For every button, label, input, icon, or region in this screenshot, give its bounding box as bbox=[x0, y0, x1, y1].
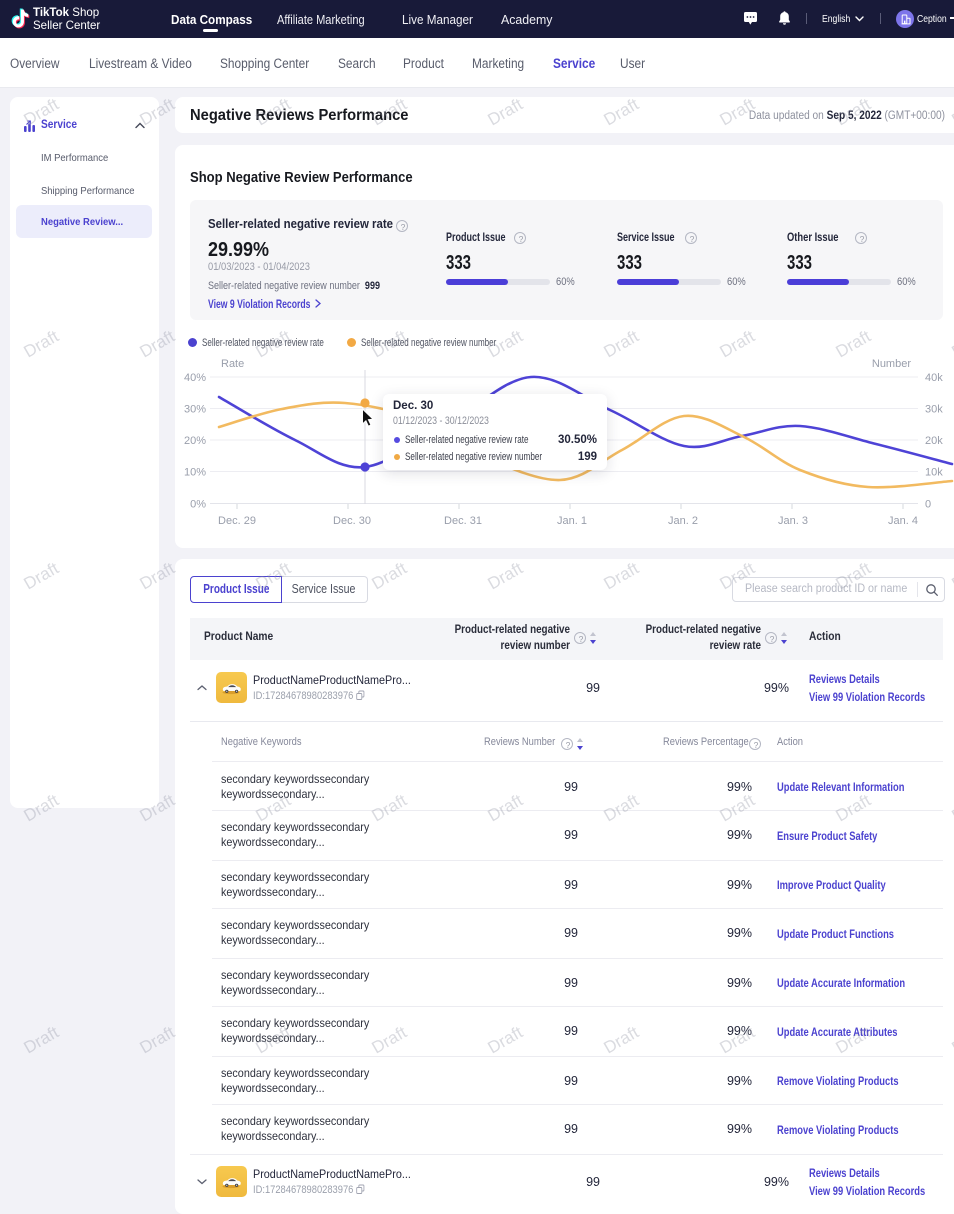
svg-text:10%: 10% bbox=[184, 467, 206, 479]
svg-text:Jan. 4: Jan. 4 bbox=[888, 515, 918, 527]
svg-text:0: 0 bbox=[925, 499, 931, 511]
svg-text:10k: 10k bbox=[925, 467, 943, 479]
svg-text:20%: 20% bbox=[184, 435, 206, 447]
svg-text:0%: 0% bbox=[190, 499, 206, 511]
svg-text:Jan. 1: Jan. 1 bbox=[557, 515, 587, 527]
svg-text:Jan. 3: Jan. 3 bbox=[778, 515, 808, 527]
svg-text:Rate: Rate bbox=[221, 358, 244, 370]
svg-text:Dec. 30: Dec. 30 bbox=[333, 515, 371, 527]
svg-text:Number: Number bbox=[872, 358, 911, 370]
svg-text:30%: 30% bbox=[184, 404, 206, 416]
svg-text:20k: 20k bbox=[925, 435, 943, 447]
svg-text:Dec. 31: Dec. 31 bbox=[444, 515, 482, 527]
svg-text:40k: 40k bbox=[925, 372, 943, 384]
svg-text:30k: 30k bbox=[925, 404, 943, 416]
svg-text:40%: 40% bbox=[184, 372, 206, 384]
svg-text:Dec. 29: Dec. 29 bbox=[218, 515, 256, 527]
svg-text:Jan. 2: Jan. 2 bbox=[668, 515, 698, 527]
